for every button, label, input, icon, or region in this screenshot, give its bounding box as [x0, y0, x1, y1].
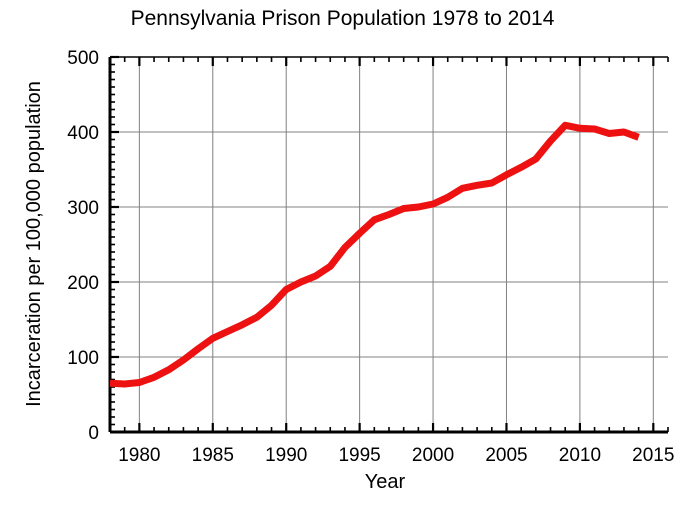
y-tick-label: 500 [67, 48, 99, 69]
x-tick-label: 2000 [412, 445, 454, 466]
x-tick-label: 1980 [118, 445, 160, 466]
y-tick-label: 400 [67, 123, 99, 144]
y-tick-label: 200 [67, 273, 99, 294]
y-tick-label: 300 [67, 198, 99, 219]
y-axis-label: Incarceration per 100,000 population [23, 81, 45, 407]
x-tick-label: 2010 [559, 445, 601, 466]
chart-title: Pennsylvania Prison Population 1978 to 2… [130, 7, 555, 30]
x-tick-label: 1995 [338, 445, 380, 466]
x-tick-label: 1985 [192, 445, 234, 466]
x-tick-label: 2015 [632, 445, 674, 466]
y-tick-label: 0 [88, 423, 99, 444]
y-tick-label: 100 [67, 348, 99, 369]
data-series-line [109, 121, 640, 388]
x-tick-label: 2005 [485, 445, 527, 466]
x-tick-label: 1990 [265, 445, 307, 466]
x-axis-label: Year [364, 471, 406, 493]
